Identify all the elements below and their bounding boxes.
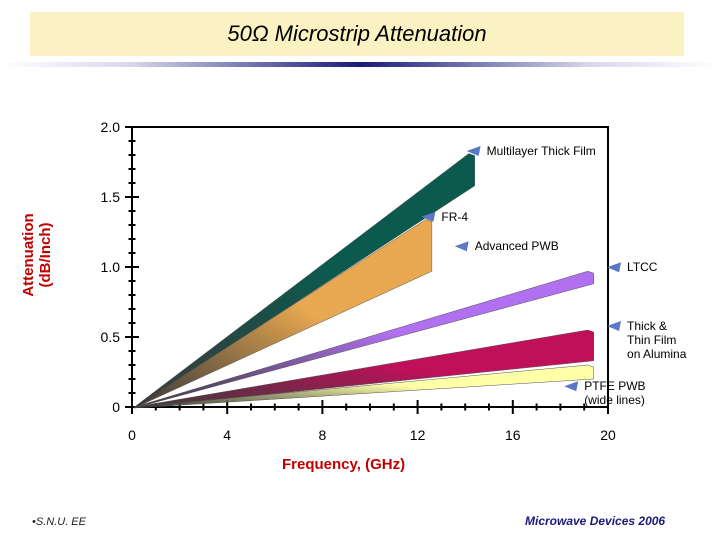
footer-left: •S.N.U. EE <box>32 516 86 528</box>
x-tick-label: 4 <box>223 427 231 443</box>
y-tick-label: 0.5 <box>101 329 121 345</box>
x-tick-label: 20 <box>600 427 616 443</box>
annotation-advanced-pwb: Advanced PWB <box>475 239 559 253</box>
annotation-arrow <box>564 381 579 392</box>
y-tick-label: 2.0 <box>101 119 121 135</box>
annotation-arrow <box>454 241 469 252</box>
annotation-arrow <box>607 262 622 273</box>
x-tick-label: 12 <box>410 427 426 443</box>
footer-course: Microwave Devices 2006 <box>525 514 666 528</box>
x-tick-label: 16 <box>505 427 521 443</box>
annotation-fr-4: FR-4 <box>441 210 468 224</box>
title-banner: 50Ω Microstrip Attenuation <box>30 12 684 56</box>
annotation-thick-thin-film-on-alumina: Thick & <box>627 319 667 333</box>
footer-institution: S.N.U. EE <box>35 516 86 528</box>
y-tick-label: 1.0 <box>101 259 121 275</box>
annotation-thick-thin-film-on-alumina: on Alumina <box>627 347 687 361</box>
annotation-arrow <box>421 211 436 222</box>
slide-title: 50Ω Microstrip Attenuation <box>227 21 487 46</box>
annotation-thick-thin-film-on-alumina: Thin Film <box>627 333 676 347</box>
title-divider <box>0 62 720 67</box>
annotation-arrow <box>466 146 481 156</box>
y-tick-label: 1.5 <box>101 189 121 205</box>
footer-bullet: • <box>32 516 36 528</box>
x-axis-label: Frequency, (GHz) <box>282 456 406 473</box>
x-tick-label: 0 <box>128 427 136 443</box>
annotation-multilayer-thick-film: Multilayer Thick Film <box>487 144 596 158</box>
series-band-ptfe-pwb-wide-lines <box>134 364 594 409</box>
annotation-ptfe-pwb-wide-lines: PTFE PWB <box>584 379 645 393</box>
x-tick-label: 8 <box>319 427 327 443</box>
annotation-ltcc: LTCC <box>627 260 658 274</box>
y-tick-label: 0 <box>112 399 120 415</box>
annotation-arrow <box>607 321 622 331</box>
annotation-ptfe-pwb-wide-lines: (wide lines) <box>584 393 645 407</box>
